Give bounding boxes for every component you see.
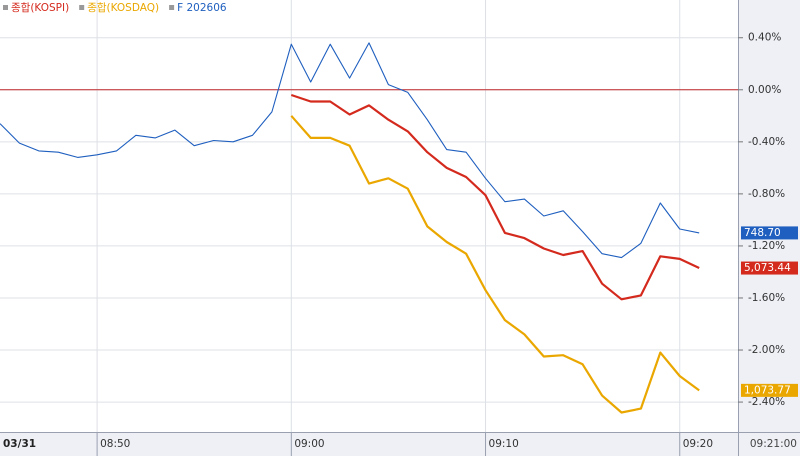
legend-label: 종합(KOSPI): [11, 2, 69, 14]
last-value-label: 1,073.77: [744, 384, 791, 396]
legend-swatch: [79, 5, 85, 10]
legend-label: 종합(KOSDAQ): [87, 2, 159, 14]
y-tick-label: -1.60%: [748, 292, 785, 304]
x-tick-label: 09:10: [489, 438, 519, 450]
y-tick-label: -0.80%: [748, 188, 785, 200]
series-line: [0, 42, 700, 259]
legend-swatch: [3, 5, 8, 10]
last-value-label: 5,073.44: [744, 262, 791, 274]
y-tick-label: -0.40%: [748, 136, 785, 148]
y-tick-label: -2.40%: [748, 396, 785, 408]
current-time: 09:21:00: [750, 438, 797, 450]
x-tick-label: 08:50: [100, 438, 130, 450]
last-value-label: 748.70: [744, 227, 781, 239]
date-label: 03/31: [3, 438, 36, 450]
y-tick-label: -2.00%: [748, 344, 785, 356]
y-tick-label: 0.00%: [748, 84, 781, 96]
y-tick-label: -1.20%: [748, 240, 785, 252]
last-value-tag: [741, 261, 798, 275]
legend-swatch: [169, 5, 175, 10]
series-line: [290, 93, 700, 301]
series-line: [290, 115, 700, 414]
x-axis-panel: [0, 432, 800, 456]
last-value-tag: [741, 226, 798, 240]
x-tick-label: 09:00: [294, 438, 324, 450]
x-tick-label: 09:20: [683, 438, 713, 450]
last-value-tag: [741, 383, 798, 397]
legend-label: F 202606: [177, 2, 227, 14]
y-tick-label: 0.40%: [748, 32, 781, 44]
